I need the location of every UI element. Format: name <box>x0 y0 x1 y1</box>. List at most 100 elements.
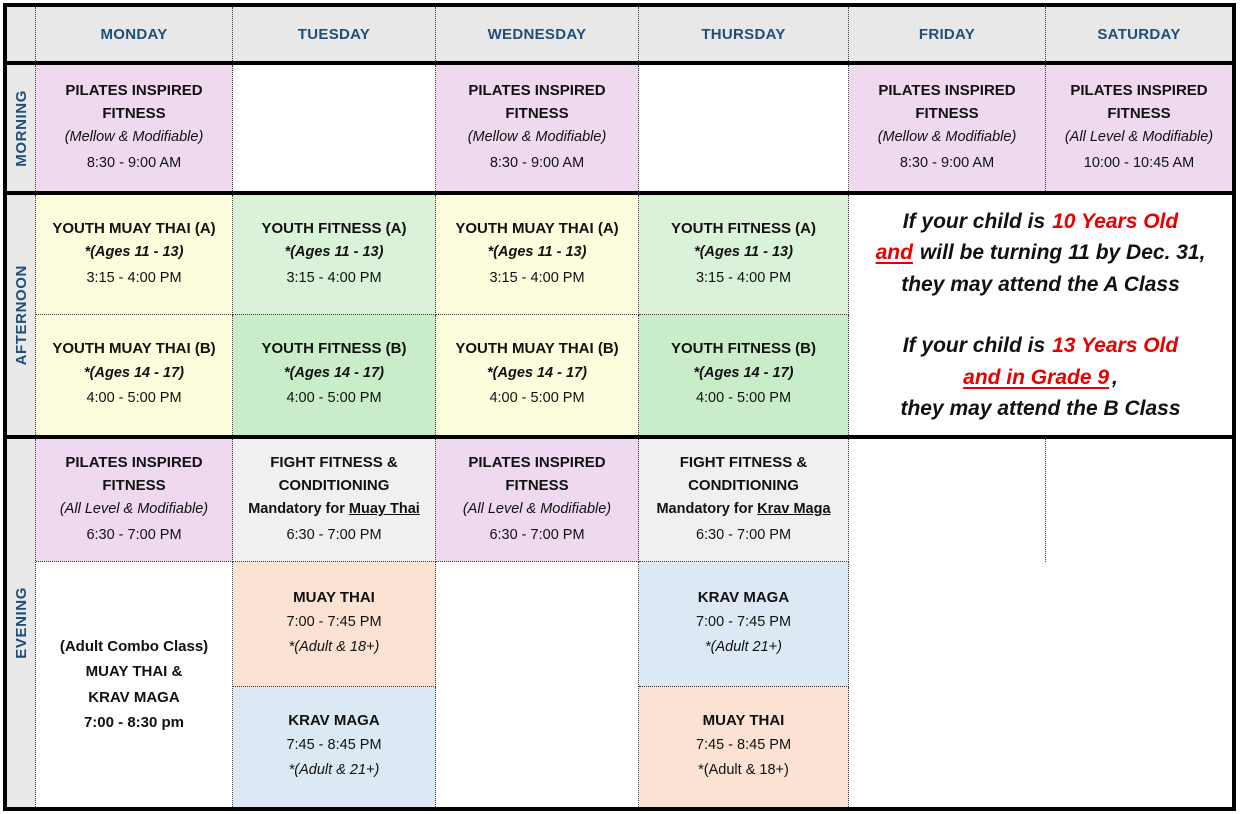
band-label-evening-text: EVENING <box>12 587 30 659</box>
note-text-red: 10 Years Old <box>1052 209 1179 233</box>
band-label-evening: EVENING <box>7 439 36 807</box>
mandatory-class-name: Krav Maga <box>757 501 831 518</box>
note-text: If your child is <box>902 334 1046 357</box>
class-age-note: *(Adult & 21+) <box>288 762 380 779</box>
cell-evening-thursday-fight-fitness: FIGHT FITNESS & CONDITIONING Mandatory f… <box>639 439 849 562</box>
class-ages: *(Ages 14 - 17) <box>84 364 184 381</box>
mandatory-prefix: Mandatory for <box>248 501 349 518</box>
cell-evening-tuesday-krav-maga: KRAV MAGA 7:45 - 8:45 PM *(Adult & 21+) <box>233 687 436 807</box>
cell-morning-friday: PILATES INSPIRED FITNESS (Mellow & Modif… <box>849 65 1046 191</box>
class-mandatory-line: Mandatory for Krav Maga <box>656 497 830 522</box>
class-ages: *(Ages 14 - 17) <box>284 364 384 381</box>
class-time: 4:00 - 5:00 PM <box>86 390 182 407</box>
class-title: KRAV MAGA <box>697 589 790 607</box>
class-title: PILATES INSPIRED FITNESS <box>65 454 203 494</box>
cell-evening-friday-empty <box>849 439 1046 562</box>
combo-line: 7:00 - 8:30 pm <box>83 714 185 731</box>
cell-afternoon-monday-a: YOUTH MUAY THAI (A) *(Ages 11 - 13) 3:15… <box>36 195 233 315</box>
column-header-tuesday: TUESDAY <box>233 7 436 61</box>
class-time: 8:30 - 9:00 AM <box>489 154 585 171</box>
column-header-saturday: SATURDAY <box>1046 7 1232 61</box>
class-title: PILATES INSPIRED FITNESS <box>878 82 1016 122</box>
cell-afternoon-wednesday-b: YOUTH MUAY THAI (B) *(Ages 14 - 17) 4:00… <box>436 315 639 435</box>
note-text: they may attend the A Class <box>901 272 1180 296</box>
band-label-afternoon: AFTERNOON <box>7 195 36 435</box>
schedule-sheet: MONDAY TUESDAY WEDNESDAY THURSDAY FRIDAY… <box>3 3 1236 811</box>
cell-afternoon-thursday-b: YOUTH FITNESS (B) *(Ages 14 - 17) 4:00 -… <box>639 315 849 435</box>
class-age-note: *(Adult 21+) <box>705 639 782 656</box>
note-text: they may attend the B Class <box>900 397 1181 420</box>
cell-morning-wednesday: PILATES INSPIRED FITNESS (Mellow & Modif… <box>436 65 639 191</box>
combo-line: MUAY THAI & <box>85 663 183 680</box>
cell-afternoon-thursday-a: YOUTH FITNESS (A) *(Ages 11 - 13) 3:15 -… <box>639 195 849 315</box>
combo-line: KRAV MAGA <box>88 688 180 706</box>
cell-evening-wednesday-empty <box>436 562 639 807</box>
mandatory-prefix: Mandatory for <box>656 501 758 518</box>
class-title: PILATES INSPIRED FITNESS <box>468 454 606 494</box>
class-title: FIGHT FITNESS & CONDITIONING <box>270 454 398 494</box>
note-text-red-underline: and <box>875 241 913 264</box>
cell-afternoon-wednesday-a: YOUTH MUAY THAI (A) *(Ages 11 - 13) 3:15… <box>436 195 639 315</box>
combo-line: (Adult Combo Class) <box>59 637 209 655</box>
class-age-note: *(Adult & 18+) <box>698 762 789 779</box>
class-age-note: *(Adult & 18+) <box>288 639 380 656</box>
class-time: 8:30 - 9:00 AM <box>86 154 182 171</box>
band-label-afternoon-text: AFTERNOON <box>12 264 30 366</box>
cell-afternoon-monday-b: YOUTH MUAY THAI (B) *(Ages 14 - 17) 4:00… <box>36 315 233 435</box>
cell-evening-thursday-krav-maga: KRAV MAGA 7:00 - 7:45 PM *(Adult 21+) <box>639 562 849 687</box>
class-time: 6:30 - 7:00 PM <box>695 526 792 543</box>
age-policy-note-a: If your child is 10 Years Old and will be … <box>876 206 1206 301</box>
cell-evening-tuesday-muay-thai: MUAY THAI 7:00 - 7:45 PM *(Adult & 18+) <box>233 562 436 687</box>
note-text: will be turning 11 by Dec. 31, <box>919 241 1206 264</box>
cell-evening-monday-pilates: PILATES INSPIRED FITNESS (All Level & Mo… <box>36 439 233 562</box>
class-ages: *(Ages 11 - 13) <box>284 244 384 261</box>
mandatory-class-name: Muay Thai <box>348 501 420 518</box>
class-subtitle: (Mellow & Modifiable) <box>64 129 204 146</box>
class-title: YOUTH FITNESS (B) <box>671 340 816 358</box>
column-header-wednesday: WEDNESDAY <box>436 7 639 61</box>
class-title: FIGHT FITNESS & CONDITIONING <box>679 454 808 494</box>
age-policy-note: If your child is 10 Years Old and will be … <box>849 195 1232 435</box>
class-subtitle: (Mellow & Modifiable) <box>877 129 1017 146</box>
class-time: 3:15 - 4:00 PM <box>489 269 585 286</box>
cell-morning-tuesday <box>233 65 436 191</box>
class-subtitle: (All Level & Modifiable) <box>462 501 612 518</box>
class-time: 10:00 - 10:45 AM <box>1083 154 1195 171</box>
class-title: YOUTH MUAY THAI (B) <box>455 340 619 358</box>
band-label-morning-text: MORNING <box>12 89 30 167</box>
cell-afternoon-tuesday-b: YOUTH FITNESS (B) *(Ages 14 - 17) 4:00 -… <box>233 315 436 435</box>
cell-evening-tuesday-fight-fitness: FIGHT FITNESS & CONDITIONING Mandatory f… <box>233 439 436 562</box>
class-ages: *(Ages 11 - 13) <box>694 244 793 261</box>
class-title: YOUTH FITNESS (A) <box>671 219 816 237</box>
class-time: 7:00 - 7:45 PM <box>695 613 792 630</box>
cell-evening-saturday-empty <box>1046 439 1232 562</box>
afternoon-band: AFTERNOON YOUTH MUAY THAI (A) *(Ages 11 … <box>7 191 1232 435</box>
cell-evening-thursday-muay-thai: MUAY THAI 7:45 - 8:45 PM *(Adult & 18+) <box>639 687 849 807</box>
cell-morning-monday: PILATES INSPIRED FITNESS (Mellow & Modif… <box>36 65 233 191</box>
class-ages: *(Ages 11 - 13) <box>84 244 184 261</box>
header-row: MONDAY TUESDAY WEDNESDAY THURSDAY FRIDAY… <box>7 7 1232 61</box>
class-title: YOUTH FITNESS (A) <box>261 219 407 237</box>
cell-evening-wednesday-pilates: PILATES INSPIRED FITNESS (All Level & Mo… <box>436 439 639 562</box>
class-title: MUAY THAI <box>293 589 375 607</box>
class-title: PILATES INSPIRED FITNESS <box>65 82 203 122</box>
class-time: 7:45 - 8:45 PM <box>286 736 382 753</box>
class-title: YOUTH MUAY THAI (A) <box>52 219 216 237</box>
class-subtitle: (Mellow & Modifiable) <box>467 129 607 146</box>
class-time: 6:30 - 7:00 PM <box>86 526 182 543</box>
class-time: 3:15 - 4:00 PM <box>695 269 792 286</box>
class-time: 6:30 - 7:00 PM <box>286 526 382 543</box>
class-title: YOUTH FITNESS (B) <box>261 340 407 358</box>
class-ages: *(Ages 14 - 17) <box>693 364 794 381</box>
class-time: 6:30 - 7:00 PM <box>489 526 585 543</box>
class-mandatory-line: Mandatory for Muay Thai <box>248 497 420 522</box>
class-time: 3:15 - 4:00 PM <box>86 269 182 286</box>
note-text: , <box>1112 365 1118 389</box>
class-time: 4:00 - 5:00 PM <box>695 390 792 407</box>
class-title: MUAY THAI <box>702 712 785 730</box>
class-title: YOUTH MUAY THAI (B) <box>52 340 216 358</box>
class-title: PILATES INSPIRED FITNESS <box>1070 82 1208 122</box>
column-header-friday: FRIDAY <box>849 7 1046 61</box>
cell-afternoon-tuesday-a: YOUTH FITNESS (A) *(Ages 11 - 13) 3:15 -… <box>233 195 436 315</box>
